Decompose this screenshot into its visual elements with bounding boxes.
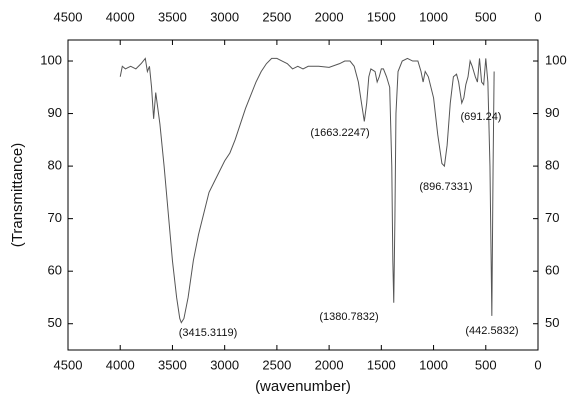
x-tick-label-top: 4500 [54, 9, 83, 24]
x-tick-label: 4000 [106, 357, 135, 372]
x-tick-label: 1500 [367, 357, 396, 372]
peak-annotation: (691.24) [461, 111, 502, 123]
y-tick-label-right: 60 [545, 263, 559, 278]
x-tick-label: 1000 [419, 357, 448, 372]
x-tick-label-top: 2000 [315, 9, 344, 24]
peak-annotation: (1663.2247) [310, 127, 369, 139]
x-tick-label: 2500 [262, 357, 291, 372]
y-tick-label: 50 [48, 315, 62, 330]
peak-annotation: (1380.7832) [319, 311, 378, 323]
x-tick-label: 2000 [315, 357, 344, 372]
x-tick-label-top: 500 [475, 9, 497, 24]
y-tick-label: 100 [40, 52, 62, 67]
x-tick-label: 500 [475, 357, 497, 372]
x-tick-label-top: 1000 [419, 9, 448, 24]
y-tick-label-right: 100 [545, 52, 567, 67]
x-axis-label: (wavenumber) [255, 378, 351, 395]
y-tick-label: 90 [48, 105, 62, 120]
plot-frame [67, 39, 539, 351]
y-tick-label-right: 70 [545, 210, 559, 225]
peak-annotation: (442.5832) [465, 325, 518, 337]
y-tick-label-right: 90 [545, 105, 559, 120]
y-tick-label-right: 50 [545, 315, 559, 330]
x-tick-label: 3000 [210, 357, 239, 372]
peak-annotation: (3415.3119) [179, 327, 238, 339]
x-tick-label-top: 1500 [367, 9, 396, 24]
x-tick-label-top: 3500 [158, 9, 187, 24]
y-axis-label: (Transmittance) [9, 143, 26, 247]
x-tick-label: 3500 [158, 357, 187, 372]
x-tick-label: 4500 [54, 357, 83, 372]
x-tick-label-top: 0 [534, 9, 541, 24]
peak-annotation: (896.7331) [419, 181, 472, 193]
x-tick-label-top: 2500 [262, 9, 291, 24]
x-tick-label-top: 4000 [106, 9, 135, 24]
y-tick-label: 80 [48, 158, 62, 173]
spectrum-line [119, 57, 495, 324]
x-tick-label-top: 3000 [210, 9, 239, 24]
y-tick-label: 60 [48, 263, 62, 278]
y-tick-label-right: 80 [545, 158, 559, 173]
y-tick-label: 70 [48, 210, 62, 225]
x-tick-label: 0 [534, 357, 541, 372]
